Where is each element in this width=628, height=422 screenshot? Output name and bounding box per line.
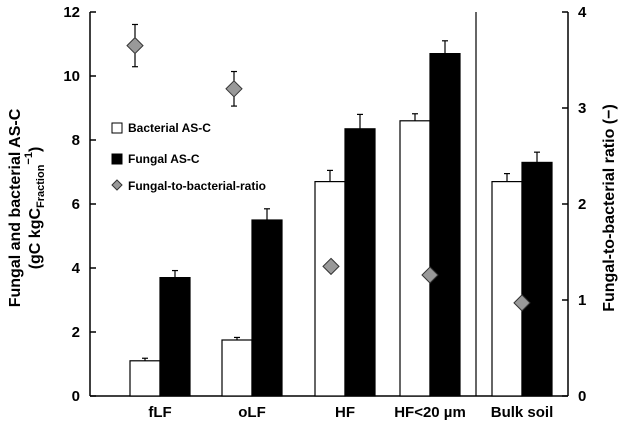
category-label: fLF (148, 404, 171, 421)
right-tick-label: 4 (578, 4, 587, 21)
legend-swatch-ratio (111, 179, 123, 191)
bacterial-bar (314, 181, 346, 397)
ratio-markers-layer (126, 23, 531, 312)
fungal-bar (344, 128, 376, 397)
bacterial-bar (491, 181, 523, 397)
left-axis-ticks: 0 2 4 6 8 10 12 (63, 4, 96, 405)
fungal-bar (251, 219, 283, 397)
ratio-marker (421, 266, 439, 284)
category-labels: fLF oLF HF HF<20 µm Bulk soil (148, 404, 553, 421)
fungal-bar (159, 277, 191, 397)
left-tick-label: 12 (63, 4, 80, 21)
left-axis-title-superscript: −1 (23, 152, 35, 165)
fungal-bar (429, 52, 461, 397)
left-tick-label: 8 (72, 132, 80, 149)
left-tick-label: 10 (63, 68, 80, 85)
left-axis-title: Fungal and bacterial AS-C (gC kgCFractio… (7, 108, 47, 307)
right-axis-title: Fungal-to-bacterial ratio (−) (601, 104, 618, 312)
category-label: Bulk soil (491, 404, 554, 421)
left-axis-title-prefix: (gC kgC (27, 208, 44, 270)
left-axis-title-line1: Fungal and bacterial AS-C (7, 108, 24, 307)
left-tick-label: 2 (72, 324, 80, 341)
left-tick-label: 6 (72, 196, 80, 213)
bars-layer (129, 40, 553, 397)
left-axis-title-suffix: ) (27, 147, 44, 152)
left-tick-label: 0 (72, 388, 80, 405)
right-axis-ticks: 0 1 2 3 4 (562, 4, 587, 405)
left-axis-title-line2: (gC kgCFraction−1) (23, 147, 47, 270)
category-label: oLF (238, 404, 266, 421)
fungal-bar (521, 161, 553, 397)
legend-swatch-fungal (111, 153, 123, 165)
legend-label-bacterial: Bacterial AS-C (128, 121, 211, 135)
legend-label-fungal: Fungal AS-C (128, 152, 200, 166)
right-tick-label: 3 (578, 100, 586, 117)
left-tick-label: 4 (72, 260, 81, 277)
ratio-marker (126, 36, 144, 55)
right-tick-label: 0 (578, 388, 586, 405)
right-tick-label: 2 (578, 196, 586, 213)
bacterial-bar (129, 360, 161, 397)
legend-swatch-bacterial (111, 122, 123, 134)
bacterial-bar (399, 120, 431, 397)
bacterial-bar (221, 339, 253, 397)
left-axis-title-subscript: Fraction (35, 164, 47, 208)
ratio-marker (225, 80, 243, 98)
category-label: HF<20 µm (394, 404, 466, 421)
category-label: HF (335, 404, 355, 421)
legend: Bacterial AS-C Fungal AS-C Fungal-to-bac… (111, 121, 266, 193)
ratio-marker (322, 257, 340, 276)
legend-label-ratio: Fungal-to-bacterial-ratio (128, 179, 266, 193)
ratio-marker (513, 294, 531, 312)
right-tick-label: 1 (578, 292, 586, 309)
